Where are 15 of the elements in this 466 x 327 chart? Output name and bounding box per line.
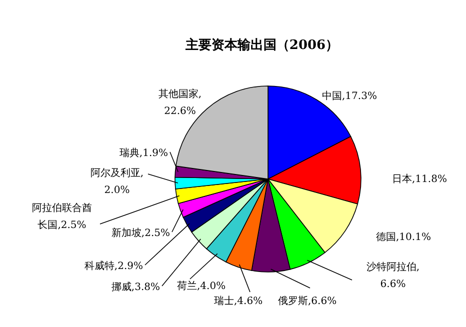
slice-label: 新加坡,2.5%	[111, 227, 170, 239]
slice-label: 瑞典,1.9%	[119, 147, 168, 159]
slice-label: 科威特,2.9%	[84, 260, 143, 272]
slice-label: 瑞士,4.6%	[214, 295, 263, 307]
slice-label: 阿拉伯联合酋长国,2.5%	[32, 202, 92, 231]
slice-label: 荷兰,4.0%	[177, 280, 226, 292]
slice-label: 中国,17.3%	[322, 90, 377, 102]
slice-label: 德国,10.1%	[376, 232, 431, 243]
slice-label: 日本,11.8%	[392, 173, 447, 185]
slice-label: 挪威,3.8%	[111, 281, 160, 293]
slice-label: 阿尔及利亚,2.0%	[90, 167, 144, 196]
slice-label: 其他国家,22.6%	[158, 88, 202, 117]
chart-title: 主要资本输出国（2006）	[184, 37, 339, 53]
slice-label: 俄罗斯,6.6%	[278, 295, 337, 307]
legend-label: 沙特阿拉伯,6.6%	[366, 261, 420, 290]
